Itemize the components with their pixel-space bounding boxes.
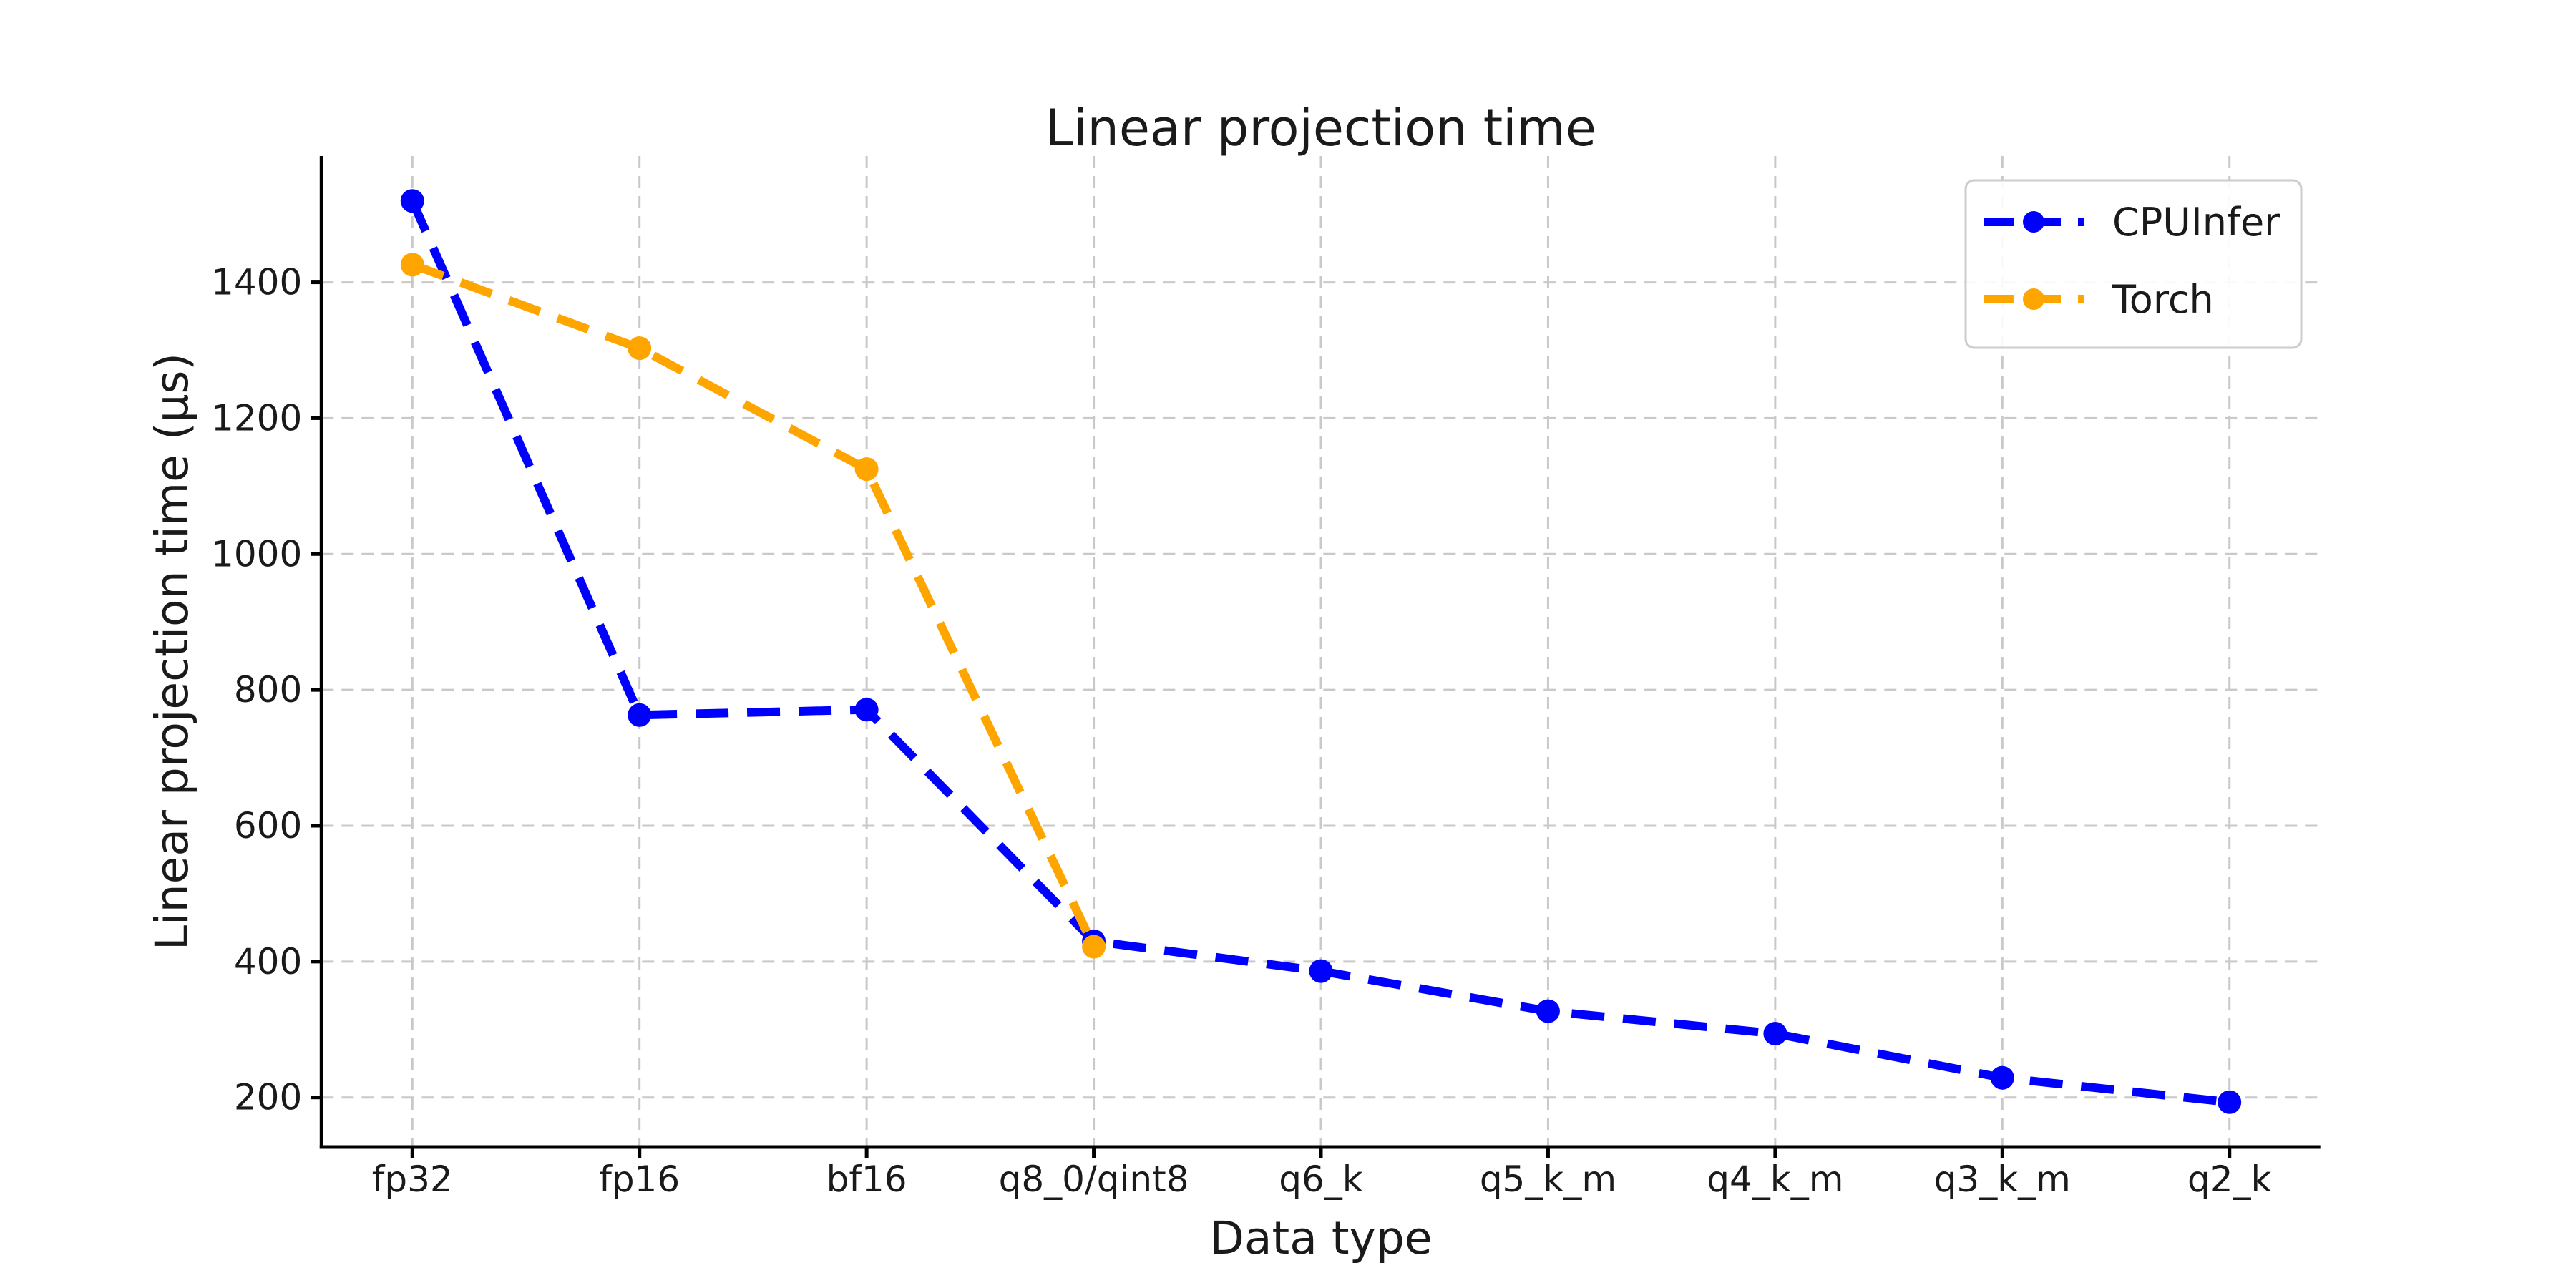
y-tick-label: 400 [234,941,302,982]
legend: CPUInfer Torch [1964,179,2303,349]
data-point-Torch-fp16 [628,336,652,361]
y-tick-label: 200 [234,1077,302,1118]
data-point-CPUInfer-q6_k [1309,959,1333,983]
x-axis-label: Data type [1209,1212,1432,1264]
data-point-CPUInfer-q4_k_m [1763,1022,1787,1045]
y-tick-label: 1000 [211,533,302,575]
legend-sample-marker [2023,211,2044,233]
data-point-CPUInfer-q3_k_m [1990,1065,2014,1090]
data-point-Torch-q8_0/qint8 [1082,935,1106,959]
data-point-Torch-fp32 [400,253,424,277]
series-Torch [400,253,1106,959]
axis-ticks: 200 400 600 800 1000 1200 1400 fp32 fp16 bf16 q8_0… [211,262,2271,1200]
data-point-CPUInfer-q5_k_m [1536,999,1560,1023]
data-point-CPUInfer-q2_k [2218,1090,2242,1114]
chart-title: Linear projection time [1045,99,1596,157]
x-tick-label: q4_k_m [1707,1158,1843,1200]
legend-label: CPUInfer [2112,200,2280,245]
y-tick-label: 800 [234,669,302,711]
series-line-Torch [411,260,1098,949]
x-tick-label: q3_k_m [1934,1158,2071,1200]
x-tick-label: q5_k_m [1480,1158,1616,1200]
legend-item-Torch: Torch [1984,277,2214,322]
x-tick-label: q2_k [2187,1158,2272,1200]
x-tick-label: q8_0/qint8 [999,1158,1189,1200]
x-tick-label: bf16 [826,1158,907,1200]
y-tick-label: 600 [234,805,302,847]
legend-sample-marker [2023,288,2044,310]
y-tick-label: 1200 [211,397,302,439]
y-tick-label: 1400 [211,262,302,303]
x-tick-label: fp32 [372,1158,453,1200]
data-point-CPUInfer-bf16 [854,698,879,722]
data-point-CPUInfer-fp32 [400,189,424,213]
x-tick-label: q6_k [1279,1158,1363,1200]
x-tick-label: fp16 [599,1158,680,1200]
data-point-Torch-bf16 [854,457,879,482]
y-axis-label: Linear projection time (μs) [146,353,198,950]
data-point-CPUInfer-fp16 [628,703,652,727]
legend-label: Torch [2112,277,2214,322]
legend-item-CPUInfer: CPUInfer [1984,200,2280,245]
